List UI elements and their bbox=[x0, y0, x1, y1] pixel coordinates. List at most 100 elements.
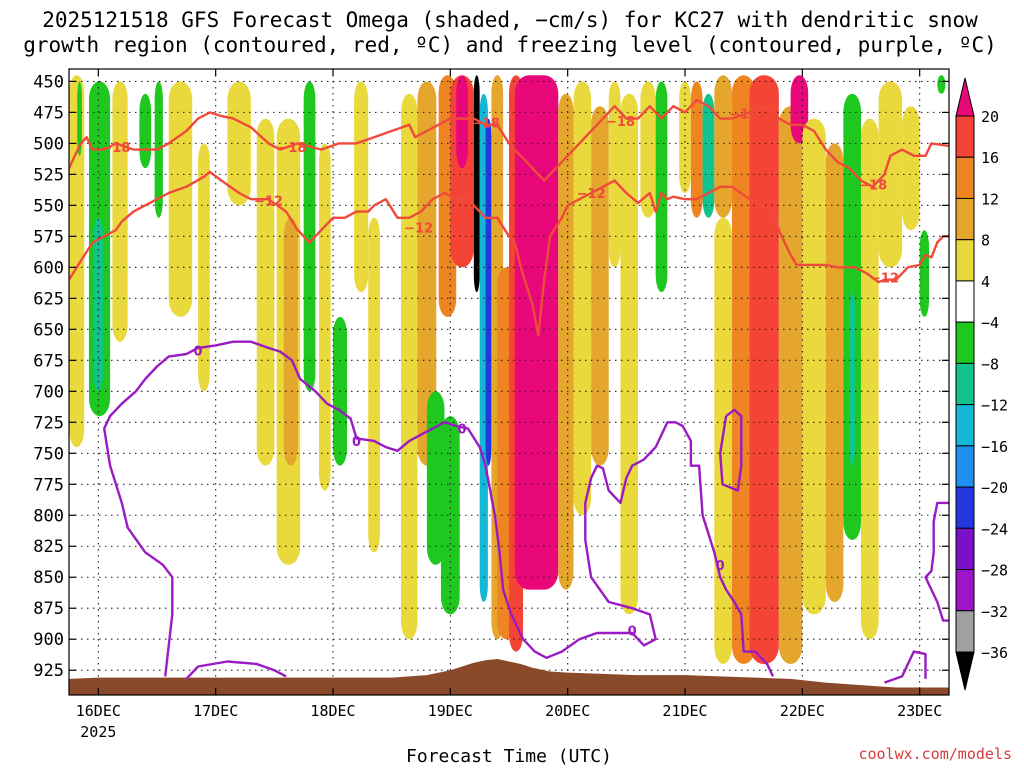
y-tick-label: 600 bbox=[33, 258, 64, 278]
colorbar-label: −12 bbox=[981, 397, 1008, 415]
x-axis-label: Forecast Time (UTC) bbox=[406, 746, 612, 767]
colorbar-bin bbox=[955, 280, 975, 323]
chart-title-line2: growth region (contoured, red, ºC) and f… bbox=[23, 33, 997, 57]
omega-band bbox=[139, 93, 152, 169]
y-tick-label: 450 bbox=[33, 72, 64, 92]
omega-band bbox=[655, 81, 668, 293]
omega-band bbox=[937, 75, 946, 94]
colorbar-bin bbox=[955, 362, 975, 406]
omega-band bbox=[417, 81, 437, 466]
omega-band bbox=[620, 93, 639, 615]
contour-label: −12 bbox=[404, 222, 433, 237]
colorbar-bin bbox=[955, 239, 975, 282]
contour-label: −18 bbox=[858, 178, 887, 193]
contour-label: −12 bbox=[870, 271, 899, 286]
colorbar-label: 12 bbox=[981, 190, 999, 208]
contour-line bbox=[69, 98, 949, 188]
omega-band bbox=[227, 81, 251, 206]
colorbar-bin bbox=[955, 321, 975, 364]
colorbar-label: −32 bbox=[981, 603, 1008, 621]
omega-band bbox=[690, 81, 703, 218]
contour-line bbox=[69, 170, 949, 337]
colorbar-bottom-arrow bbox=[955, 651, 975, 691]
contour-label: −12 bbox=[577, 187, 606, 202]
colorbar-label: 8 bbox=[981, 232, 990, 250]
y-tick-label: 800 bbox=[33, 506, 64, 526]
colorbar-top-arrow bbox=[955, 77, 975, 117]
omega-band bbox=[702, 93, 715, 218]
colorbar-bin bbox=[955, 486, 975, 529]
omega-band bbox=[640, 81, 656, 218]
x-tick-label: 21DEC bbox=[662, 702, 707, 720]
y-tick-label: 775 bbox=[33, 475, 64, 495]
colorbar-label: −4 bbox=[981, 314, 999, 332]
x-tick-sublabel: 2025 bbox=[80, 723, 116, 741]
omega-band bbox=[368, 217, 380, 553]
plot-frame bbox=[68, 68, 950, 696]
y-axis: 450 475 500 525 550 575 600 625 650 675 700 725 750 7… bbox=[33, 72, 949, 681]
omega-band bbox=[401, 93, 418, 640]
omega-band bbox=[440, 416, 460, 615]
y-tick-label: 875 bbox=[33, 599, 64, 619]
colorbar-label: −16 bbox=[981, 438, 1008, 456]
omega-band bbox=[802, 118, 826, 615]
colorbar-bin bbox=[955, 115, 975, 158]
omega-band bbox=[902, 106, 920, 231]
contour-label: −18 bbox=[101, 141, 130, 156]
omega-band bbox=[485, 118, 492, 466]
omega-band bbox=[825, 143, 844, 603]
contour-line bbox=[924, 501, 949, 622]
contour-label: 0 bbox=[458, 422, 467, 437]
omega-band bbox=[679, 81, 691, 193]
omega-band bbox=[849, 292, 856, 466]
y-tick-label: 575 bbox=[33, 227, 64, 247]
y-tick-label: 750 bbox=[33, 444, 64, 464]
x-tick-label: 20DEC bbox=[545, 702, 590, 720]
colorbar-label: −24 bbox=[981, 520, 1008, 538]
contour-label: −18 bbox=[606, 115, 635, 130]
omega-band bbox=[878, 81, 903, 268]
y-tick-label: 675 bbox=[33, 351, 64, 371]
y-tick-label: 550 bbox=[33, 196, 64, 216]
terrain-surface bbox=[69, 659, 949, 695]
grid-lines bbox=[69, 69, 949, 695]
omega-shading bbox=[69, 75, 946, 665]
omega-band bbox=[69, 75, 85, 448]
contour-label: 0 bbox=[194, 344, 203, 359]
colorbar: 20 16 12 8 4 −4 −8 −12 −16 −20 −24 −28 −32 −36 bbox=[955, 77, 1008, 691]
contour-line bbox=[884, 650, 927, 684]
y-tick-label: 525 bbox=[33, 165, 64, 185]
x-tick-label: 23DEC bbox=[897, 702, 942, 720]
y-tick-label: 475 bbox=[33, 103, 64, 123]
colorbar-label: −36 bbox=[981, 644, 1008, 662]
colorbar-bin bbox=[955, 569, 975, 612]
omega-band bbox=[778, 106, 803, 665]
colorbar-label: 16 bbox=[981, 149, 999, 167]
y-tick-label: 725 bbox=[33, 413, 64, 433]
y-tick-label: 500 bbox=[33, 134, 64, 154]
omega-band bbox=[861, 118, 879, 640]
colorbar-label: 20 bbox=[981, 108, 999, 126]
y-tick-label: 850 bbox=[33, 568, 64, 588]
omega-band bbox=[93, 217, 104, 392]
omega-band bbox=[919, 230, 930, 317]
omega-band bbox=[168, 81, 193, 317]
omega-band bbox=[558, 93, 574, 590]
omega-band bbox=[591, 106, 609, 466]
credit-link[interactable]: coolwx.com/models bbox=[858, 745, 1012, 763]
omega-band bbox=[426, 391, 445, 565]
colorbar-label: −28 bbox=[981, 562, 1008, 580]
omega-band bbox=[354, 81, 369, 293]
omega-band bbox=[749, 75, 779, 665]
contour-label: 0 bbox=[716, 559, 725, 574]
omega-band bbox=[714, 75, 732, 218]
x-tick-label: 19DEC bbox=[428, 702, 473, 720]
colorbar-bin bbox=[955, 197, 975, 241]
omega-band bbox=[608, 81, 621, 268]
y-tick-label: 650 bbox=[33, 320, 64, 340]
omega-band bbox=[573, 81, 592, 516]
contour-line bbox=[185, 660, 287, 680]
x-tick-label: 17DEC bbox=[193, 702, 238, 720]
contour-label: −18 bbox=[729, 108, 758, 123]
